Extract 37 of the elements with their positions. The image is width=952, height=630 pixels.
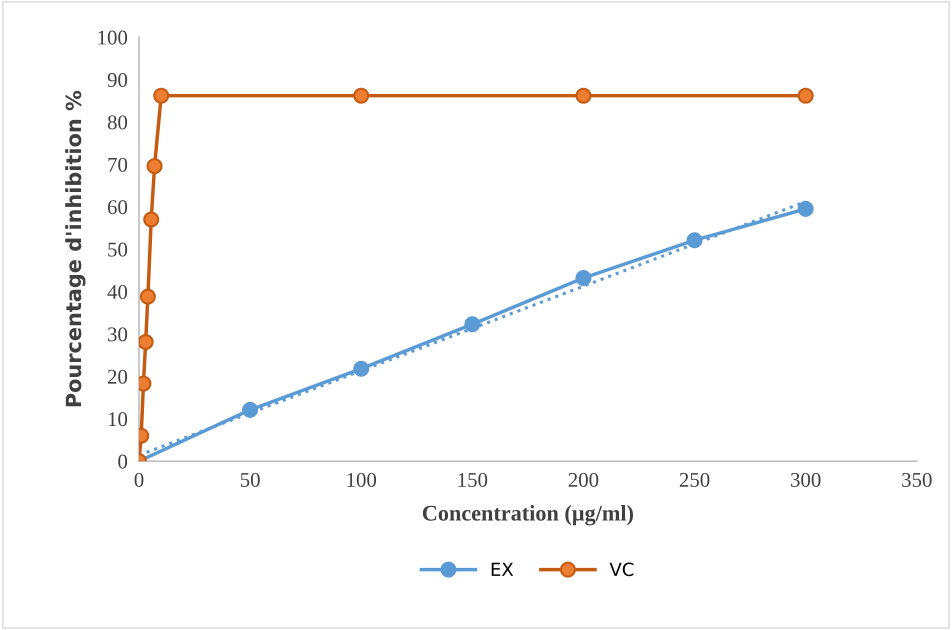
- y-tick-label: 10: [108, 412, 128, 426]
- y-tick-label: 50: [108, 242, 128, 257]
- x-tick-label: 250: [680, 472, 710, 487]
- y-tick-label: 20: [108, 370, 128, 384]
- point: [353, 88, 370, 104]
- y-tick-label: 40: [107, 284, 128, 299]
- y-tick-label: 0: [118, 454, 128, 469]
- point: [798, 200, 814, 217]
- y-tick-label: 90: [108, 72, 128, 87]
- point: [575, 270, 592, 286]
- x-tick-label: 300: [791, 472, 820, 487]
- point: [575, 88, 592, 104]
- point: [686, 232, 703, 248]
- x-tick-label: 100: [347, 472, 376, 487]
- x-tick-label: 0: [134, 472, 144, 487]
- legend-label: VC: [610, 562, 634, 576]
- y-tick-label: 70: [108, 158, 128, 172]
- y-tick-label: 30: [108, 327, 128, 342]
- x-tick-label: 200: [568, 472, 598, 487]
- y-tick-label: 100: [98, 30, 128, 45]
- point: [353, 360, 370, 377]
- x-tick-label: 350: [902, 472, 932, 487]
- x-tick-label: 150: [458, 472, 488, 487]
- point: [464, 316, 480, 332]
- legend-label: EX: [492, 562, 514, 576]
- y-tick-label: 80: [108, 115, 128, 130]
- point: [143, 211, 160, 228]
- y-axis-title: Pourcentage d'inhibition %: [65, 90, 86, 406]
- point: [138, 334, 154, 350]
- point: [242, 402, 258, 418]
- point: [140, 288, 156, 305]
- y-tick-label: 60: [108, 200, 128, 214]
- x-tick-label: 50: [240, 472, 260, 487]
- x-axis-title: Concentration (µg/ml): [422, 505, 633, 526]
- point: [146, 158, 163, 174]
- point: [798, 88, 814, 104]
- point: [153, 88, 170, 104]
